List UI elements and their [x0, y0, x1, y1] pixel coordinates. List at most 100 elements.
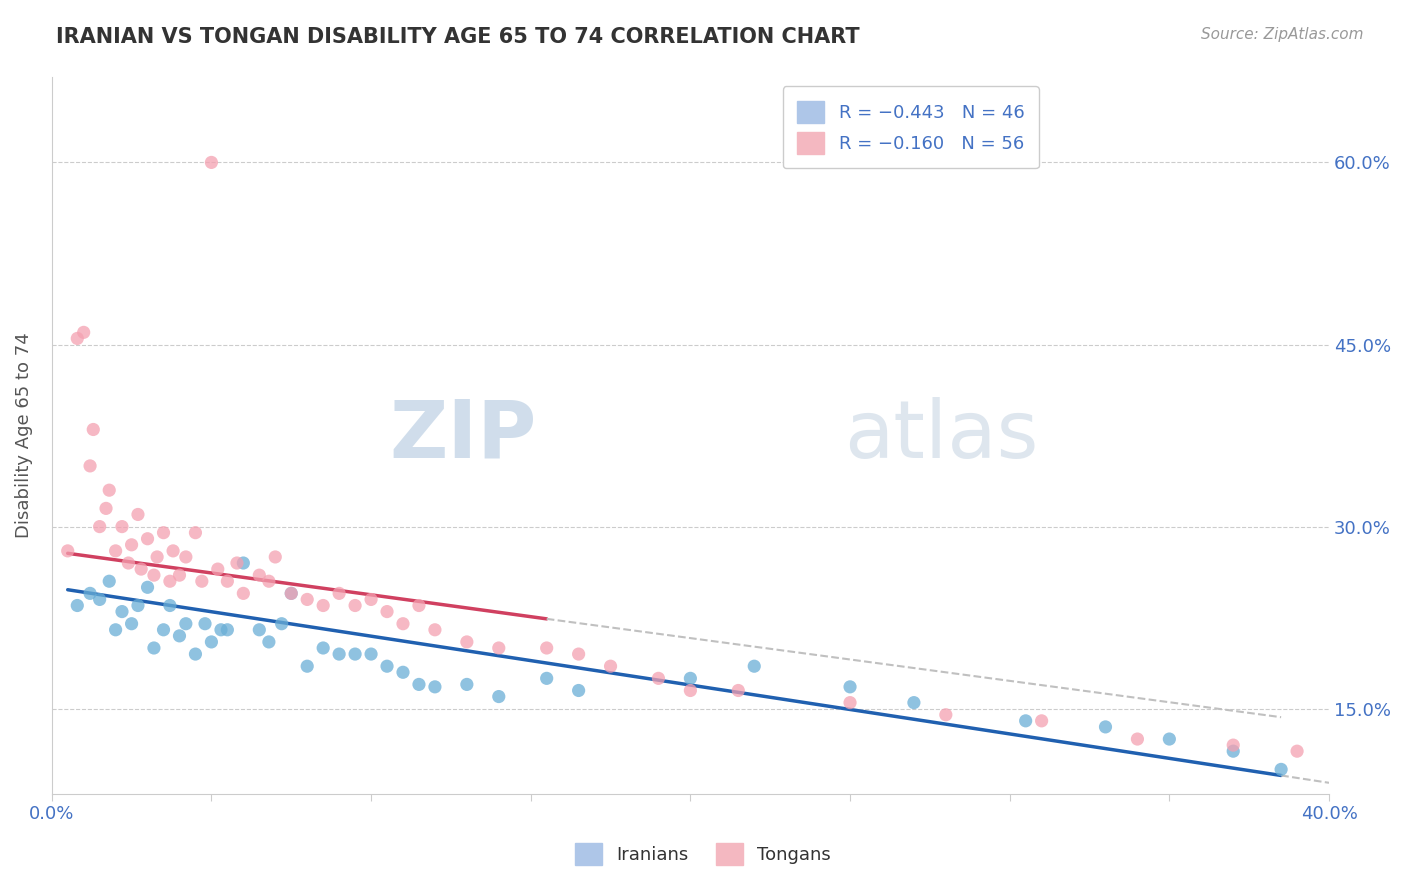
- Point: [375, 605, 398, 619]
- Point: [270, 616, 292, 631]
- Point: [98, 483, 121, 498]
- Point: [142, 568, 165, 582]
- Point: [423, 680, 446, 694]
- Point: [423, 623, 446, 637]
- Point: [232, 556, 254, 570]
- Point: [1126, 732, 1149, 747]
- Point: [456, 677, 478, 691]
- Point: [79, 458, 101, 473]
- Point: [568, 647, 591, 661]
- Point: [184, 525, 207, 540]
- Point: [328, 647, 350, 661]
- Point: [488, 640, 510, 655]
- Text: atlas: atlas: [844, 397, 1038, 475]
- Point: [280, 586, 302, 600]
- Point: [360, 647, 382, 661]
- Point: [159, 574, 181, 589]
- Point: [217, 574, 239, 589]
- Point: [66, 331, 89, 345]
- Point: [599, 659, 621, 673]
- Point: [456, 635, 478, 649]
- Point: [408, 677, 430, 691]
- Point: [104, 623, 127, 637]
- Point: [121, 538, 143, 552]
- Point: [1031, 714, 1053, 728]
- Point: [79, 586, 101, 600]
- Point: [408, 599, 430, 613]
- Legend: R = −0.443   N = 46, R = −0.160   N = 56: R = −0.443 N = 46, R = −0.160 N = 56: [783, 87, 1039, 169]
- Point: [89, 519, 111, 533]
- Y-axis label: Disability Age 65 to 74: Disability Age 65 to 74: [15, 333, 32, 539]
- Point: [169, 568, 191, 582]
- Point: [127, 599, 149, 613]
- Point: [146, 549, 169, 564]
- Point: [392, 665, 415, 680]
- Point: [152, 525, 174, 540]
- Point: [174, 549, 197, 564]
- Point: [169, 629, 191, 643]
- Point: [247, 568, 270, 582]
- Point: [679, 671, 702, 685]
- Point: [94, 501, 117, 516]
- Point: [226, 556, 249, 570]
- Point: [200, 635, 222, 649]
- Point: [111, 605, 134, 619]
- Point: [903, 696, 925, 710]
- Point: [839, 680, 862, 694]
- Point: [647, 671, 669, 685]
- Point: [1014, 714, 1036, 728]
- Point: [207, 562, 229, 576]
- Point: [127, 508, 149, 522]
- Point: [360, 592, 382, 607]
- Point: [280, 586, 302, 600]
- Point: [344, 647, 367, 661]
- Point: [742, 659, 765, 673]
- Point: [536, 640, 558, 655]
- Point: [247, 623, 270, 637]
- Point: [568, 683, 591, 698]
- Text: ZIP: ZIP: [389, 397, 537, 475]
- Point: [152, 623, 174, 637]
- Point: [162, 544, 184, 558]
- Point: [328, 586, 350, 600]
- Point: [392, 616, 415, 631]
- Point: [488, 690, 510, 704]
- Point: [257, 635, 280, 649]
- Text: Source: ZipAtlas.com: Source: ZipAtlas.com: [1201, 27, 1364, 42]
- Point: [344, 599, 367, 613]
- Point: [98, 574, 121, 589]
- Point: [209, 623, 232, 637]
- Point: [136, 532, 159, 546]
- Point: [679, 683, 702, 698]
- Point: [66, 599, 89, 613]
- Point: [200, 155, 222, 169]
- Point: [295, 592, 318, 607]
- Point: [142, 640, 165, 655]
- Point: [839, 696, 862, 710]
- Point: [104, 544, 127, 558]
- Point: [82, 422, 104, 436]
- Point: [194, 616, 217, 631]
- Point: [1159, 732, 1181, 747]
- Point: [217, 623, 239, 637]
- Point: [257, 574, 280, 589]
- Point: [295, 659, 318, 673]
- Point: [73, 326, 96, 340]
- Point: [232, 586, 254, 600]
- Point: [117, 556, 139, 570]
- Text: IRANIAN VS TONGAN DISABILITY AGE 65 TO 74 CORRELATION CHART: IRANIAN VS TONGAN DISABILITY AGE 65 TO 7…: [56, 27, 860, 46]
- Point: [312, 599, 335, 613]
- Point: [1094, 720, 1116, 734]
- Point: [264, 549, 287, 564]
- Legend: Iranians, Tongans: Iranians, Tongans: [565, 834, 841, 874]
- Point: [1222, 738, 1244, 752]
- Point: [1270, 763, 1292, 777]
- Point: [935, 707, 957, 722]
- Point: [184, 647, 207, 661]
- Point: [56, 544, 79, 558]
- Point: [375, 659, 398, 673]
- Point: [312, 640, 335, 655]
- Point: [136, 580, 159, 594]
- Point: [1286, 744, 1309, 758]
- Point: [1222, 744, 1244, 758]
